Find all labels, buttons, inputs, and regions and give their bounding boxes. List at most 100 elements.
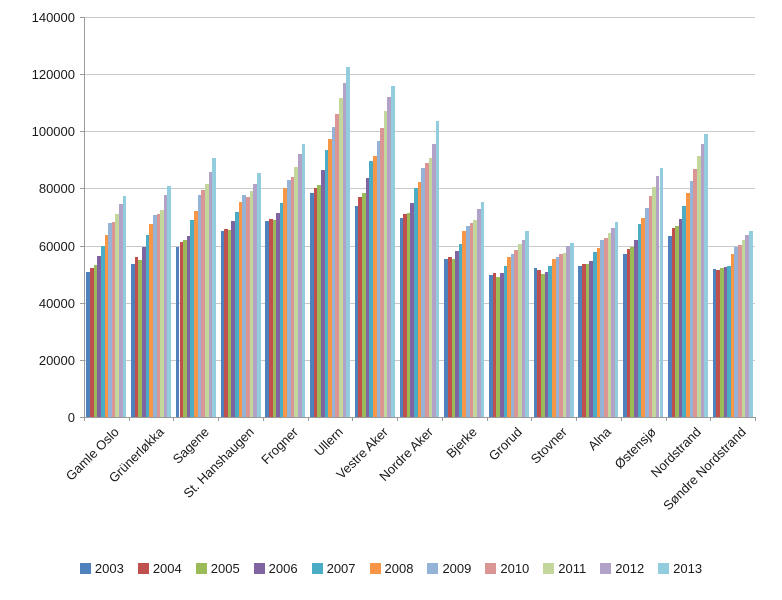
legend-item-2013: 2013 xyxy=(658,561,702,576)
bar-Grorud-2003 xyxy=(489,275,493,417)
bar-Grorud-2005 xyxy=(496,276,500,417)
legend-swatch xyxy=(311,562,323,574)
y-axis-tick xyxy=(80,360,84,361)
bar-Søndre Nordstrand-2006 xyxy=(723,267,728,417)
bar-Ullern-2013 xyxy=(346,67,350,417)
bar-Søndre Nordstrand-2004 xyxy=(716,269,720,417)
legend-label: 2013 xyxy=(673,560,703,576)
legend-item-2011: 2011 xyxy=(543,561,586,576)
bar-Bjerke-2003 xyxy=(444,258,448,417)
bar-Bjerke-2010 xyxy=(469,222,474,417)
bar-Nordre Aker-2010 xyxy=(424,163,429,417)
bar-Vestre Aker-2005 xyxy=(362,192,366,417)
bar-Østensjø-2010 xyxy=(648,196,653,417)
bar-Østensjø-2012 xyxy=(655,176,660,417)
bar-Søndre Nordstrand-2013 xyxy=(748,230,753,417)
bar-Gamle Oslo-2008 xyxy=(104,235,109,417)
bar-Ullern-2010 xyxy=(335,114,340,417)
legend-swatch xyxy=(137,562,149,574)
bar-Søndre Nordstrand-2009 xyxy=(734,246,739,417)
bar-Grorud-2009 xyxy=(510,254,515,417)
legend-swatch xyxy=(543,562,555,574)
bar-Frogner-2011 xyxy=(294,167,298,417)
bar-Sagene-2006 xyxy=(186,235,191,417)
x-axis-tick xyxy=(486,417,488,421)
bar-Nordstrand-2003 xyxy=(667,235,672,417)
bar-Bjerke-2009 xyxy=(466,226,470,417)
y-axis-tick xyxy=(80,74,84,75)
bar-Frogner-2013 xyxy=(301,144,306,417)
bar-Søndre Nordstrand-2005 xyxy=(719,267,724,417)
bar-Ullern-2006 xyxy=(320,169,325,417)
bar-Bjerke-2012 xyxy=(476,208,481,417)
legend-label: 2004 xyxy=(152,560,182,576)
bar-Gamle Oslo-2007 xyxy=(100,245,105,417)
bar-Frogner-2009 xyxy=(287,180,291,417)
bar-Grünerløkka-2011 xyxy=(160,209,164,417)
bar-Østensjø-2007 xyxy=(637,224,642,417)
bar-Sagene-2005 xyxy=(183,239,187,417)
bar-Gamle Oslo-2005 xyxy=(93,265,98,417)
bar-Søndre Nordstrand-2007 xyxy=(727,265,731,417)
bar-St. Hanshaugen-2009 xyxy=(242,194,246,417)
y-axis-tick xyxy=(80,417,84,418)
bar-Vestre Aker-2011 xyxy=(383,111,388,417)
bar-Frogner-2012 xyxy=(298,154,302,417)
y-axis-line xyxy=(84,17,85,418)
y-tick-label: 60000 xyxy=(38,239,75,254)
bar-Sagene-2010 xyxy=(201,189,205,417)
bar-Vestre Aker-2006 xyxy=(365,178,370,417)
bar-Gamle Oslo-2010 xyxy=(111,221,116,417)
bar-St. Hanshaugen-2010 xyxy=(246,197,250,417)
y-tick-label: 0 xyxy=(67,410,75,425)
legend-swatch xyxy=(253,562,265,574)
y-axis-tick xyxy=(80,188,84,189)
bar-Grünerløkka-2005 xyxy=(138,259,142,417)
bar-Alna-2013 xyxy=(614,222,619,417)
bar-Østensjø-2009 xyxy=(644,207,649,417)
bar-Sagene-2004 xyxy=(179,241,184,417)
bar-Ullern-2004 xyxy=(313,188,318,417)
bar-Østensjø-2005 xyxy=(630,246,635,417)
bar-Nordre Aker-2005 xyxy=(406,212,411,417)
bar-Grorud-2008 xyxy=(507,256,511,417)
bar-Gamle Oslo-2013 xyxy=(122,195,127,417)
bar-St. Hanshaugen-2012 xyxy=(253,183,257,417)
bar-Stovner-2013 xyxy=(570,243,574,417)
x-axis-tick xyxy=(84,417,85,421)
bar-Gamle Oslo-2006 xyxy=(97,256,101,417)
x-axis-tick xyxy=(531,417,533,421)
bar-Sagene-2009 xyxy=(197,195,202,417)
y-tick-label: 40000 xyxy=(38,296,75,311)
bar-Stovner-2005 xyxy=(540,274,545,417)
x-axis-tick xyxy=(352,417,354,421)
bar-Alna-2009 xyxy=(600,239,604,417)
bar-Grorud-2013 xyxy=(525,231,529,417)
bar-Vestre Aker-2009 xyxy=(376,141,381,417)
bar-Nordstrand-2012 xyxy=(700,144,705,417)
bar-Bjerke-2008 xyxy=(462,231,467,417)
bar-Ullern-2007 xyxy=(324,149,329,417)
legend-label: 2010 xyxy=(500,560,530,576)
bar-Frogner-2005 xyxy=(272,220,277,417)
bar-Frogner-2008 xyxy=(283,188,288,417)
legend-item-2004: 2004 xyxy=(137,560,182,576)
bar-Østensjø-2006 xyxy=(634,239,638,417)
bar-St. Hanshaugen-2004 xyxy=(224,229,228,417)
bar-Alna-2005 xyxy=(585,263,590,417)
y-tick-label: 100000 xyxy=(31,124,75,139)
bar-Alna-2007 xyxy=(592,252,597,417)
bar-Nordre Aker-2006 xyxy=(410,202,415,417)
bar-Frogner-2006 xyxy=(276,212,280,417)
legend-label: 2006 xyxy=(268,560,298,576)
bar-Søndre Nordstrand-2011 xyxy=(741,240,746,417)
y-axis-tick xyxy=(80,17,84,18)
bar-Stovner-2007 xyxy=(548,266,552,417)
legend-swatch xyxy=(485,562,497,574)
bar-Nordre Aker-2007 xyxy=(414,187,418,417)
bar-Nordstrand-2009 xyxy=(689,181,694,417)
x-axis-tick xyxy=(441,417,443,421)
bar-Stovner-2006 xyxy=(544,272,549,417)
x-axis-tick xyxy=(218,417,220,421)
